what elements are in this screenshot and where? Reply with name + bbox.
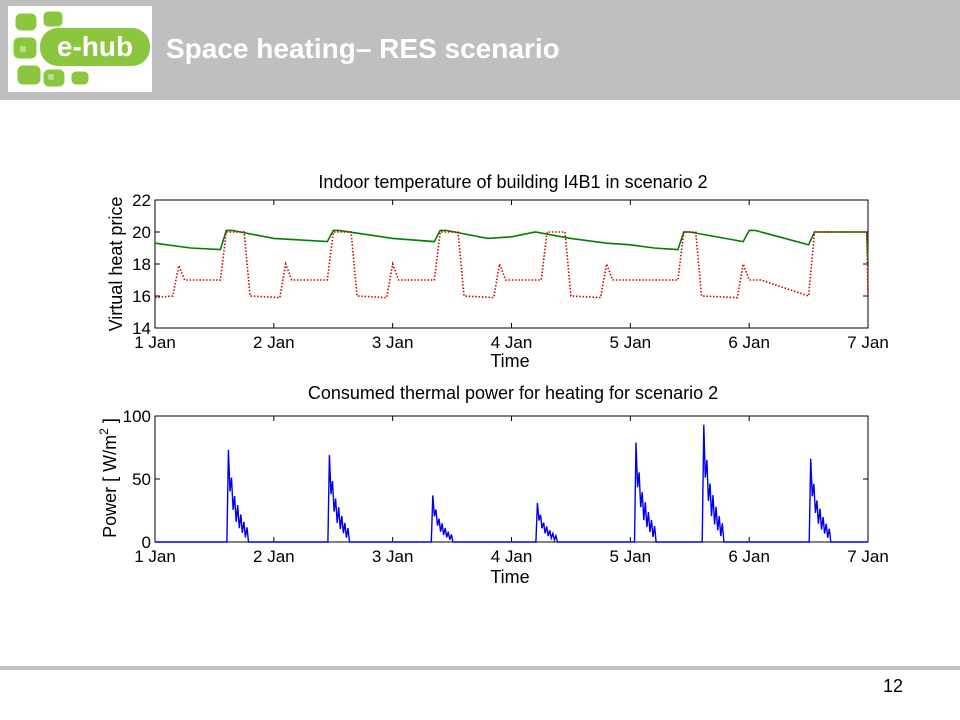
y-tick-label: 18 — [132, 255, 151, 274]
y-tick-label: 16 — [132, 287, 151, 306]
e-hub-logo: e-hub — [10, 8, 150, 90]
x-tick-label: 4 Jan — [491, 333, 533, 352]
y-tick-label: 20 — [132, 223, 151, 242]
page-number: 12 — [882, 676, 903, 696]
x-axis-label: Time — [490, 351, 529, 371]
x-tick-label: 2 Jan — [253, 333, 295, 352]
header-bar: e-hub Space heating– RES scenario — [0, 0, 960, 100]
x-tick-label: 1 Jan — [134, 333, 176, 352]
y-axis-label: Power [ W/m2 ] — [97, 418, 120, 538]
x-tick-label: 7 Jan — [847, 547, 889, 566]
power-series-line — [155, 424, 868, 543]
logo-text: e-hub — [57, 31, 133, 62]
y-tick-label: 50 — [132, 470, 151, 489]
footer-divider — [0, 666, 960, 670]
y-axis-label-suffix: ] — [100, 418, 120, 428]
temperature-chart: Indoor temperature of building I4B1 in s… — [106, 172, 889, 371]
x-tick-label: 3 Jan — [372, 547, 414, 566]
x-tick-label: 2 Jan — [253, 547, 295, 566]
slide-title: Space heating– RES scenario — [166, 33, 560, 64]
x-tick-label: 4 Jan — [491, 547, 533, 566]
series-line-1 — [154, 229, 869, 265]
y-axis-label-superscript: 2 — [97, 428, 111, 435]
y-tick-label: 100 — [123, 407, 151, 426]
logo: e-hub — [8, 6, 152, 92]
plot-area — [154, 415, 869, 543]
y-tick-label: 14 — [132, 319, 151, 338]
power-chart: Consumed thermal power for heating for s… — [97, 383, 889, 587]
y-axis-label-main: Power [ W/m — [100, 435, 120, 538]
y-tick-label: 22 — [132, 191, 151, 210]
x-tick-label: 1 Jan — [134, 547, 176, 566]
x-tick-label: 7 Jan — [847, 333, 889, 352]
x-tick-label: 5 Jan — [610, 333, 652, 352]
chart-title: Consumed thermal power for heating for s… — [308, 383, 718, 403]
plot-area — [154, 199, 869, 329]
chart-title: Indoor temperature of building I4B1 in s… — [318, 172, 707, 192]
x-tick-label: 6 Jan — [728, 333, 770, 352]
x-tick-label: 5 Jan — [610, 547, 652, 566]
x-tick-label: 3 Jan — [372, 333, 414, 352]
x-axis-label: Time — [490, 567, 529, 587]
y-axis-label: Virtual heat price — [106, 197, 126, 332]
y-tick-label: 0 — [142, 533, 151, 552]
x-tick-label: 6 Jan — [728, 547, 770, 566]
